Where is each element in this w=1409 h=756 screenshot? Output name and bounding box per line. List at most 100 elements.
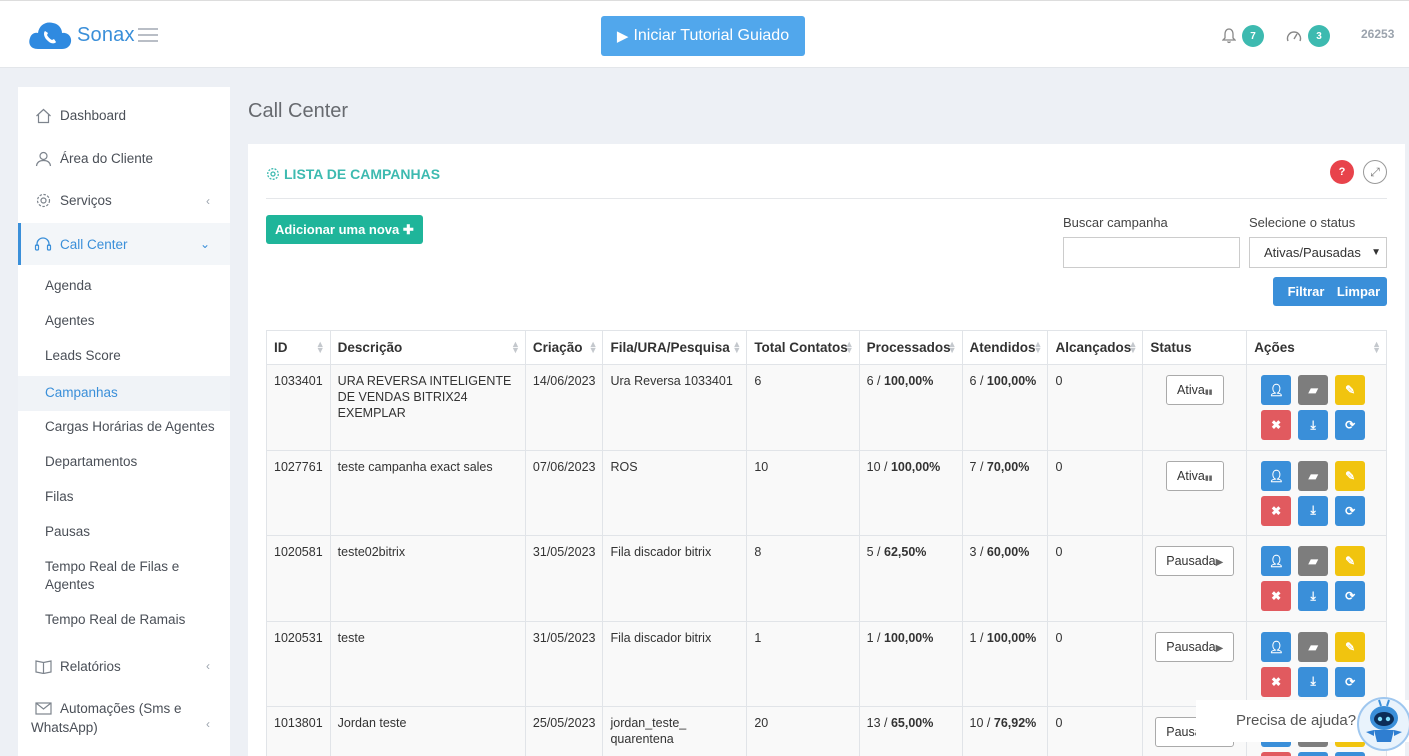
sidebar-item-services[interactable]: Serviços ‹: [18, 186, 230, 215]
sort-icon: ▲ ▼: [1033, 339, 1043, 355]
download-button[interactable]: ⤓: [1298, 495, 1329, 526]
agents-button[interactable]: 👤︎: [1261, 631, 1292, 662]
table-row: 1027761 teste campanha exact sales 07/06/2…: [266, 449, 1387, 536]
delete-button[interactable]: ✖: [1261, 666, 1292, 697]
column-header-description[interactable]: Descrição ▲ ▼: [329, 330, 526, 365]
menu-toggle-icon[interactable]: [138, 28, 158, 42]
filter-button[interactable]: Filtrar: [1273, 277, 1339, 306]
delete-button[interactable]: ✖: [1261, 410, 1292, 440]
status-toggle-button[interactable]: Ativa▮▮: [1166, 375, 1224, 405]
clear-contacts-button[interactable]: ▰: [1298, 631, 1329, 662]
agents-button[interactable]: 👤︎: [1261, 375, 1292, 405]
tasks-badge: 3: [1308, 25, 1330, 47]
column-header-queue[interactable]: Fila/URA/Pesquisa ▲ ▼: [602, 330, 748, 365]
sidebar-subitem-agentes[interactable]: Agentes: [45, 313, 95, 328]
agents-button[interactable]: 👤︎: [1261, 460, 1292, 491]
close-icon: ✖: [1271, 674, 1282, 689]
status-toggle-button[interactable]: Ativa▮▮: [1166, 460, 1224, 491]
status-toggle-button[interactable]: Pausada▶: [1155, 546, 1235, 576]
page-title: Call Center: [248, 100, 349, 122]
status-select[interactable]: Ativas/Pausadas ▼: [1249, 237, 1387, 268]
sidebar-subitem-filas[interactable]: Filas: [45, 489, 74, 504]
refresh-icon: ⟳: [1345, 589, 1356, 603]
download-button[interactable]: ⤓: [1298, 752, 1329, 756]
table-row: 1020531 teste 31/05/2023 Fila discador bitr…: [266, 620, 1387, 707]
sidebar-subitem-realtime-queues[interactable]: Tempo Real de Filas e Agentes: [45, 559, 180, 592]
edit-button[interactable]: ✎: [1335, 460, 1366, 491]
column-header-total-contacts[interactable]: Total Contatos ▲ ▼: [746, 330, 860, 365]
edit-button[interactable]: ✎: [1335, 375, 1366, 405]
edit-icon: ✎: [1345, 468, 1356, 483]
processed-percent: 62,50%: [884, 545, 927, 559]
sidebar-item-label: Dashboard: [60, 108, 127, 123]
agents-button[interactable]: 👤︎: [1261, 546, 1292, 576]
status-toggle-button[interactable]: Pausada▶: [1155, 631, 1235, 662]
cell-answered: 6 / 100,00%: [961, 364, 1049, 451]
download-button[interactable]: ⤓: [1298, 581, 1329, 611]
sidebar-item-client-area[interactable]: Área do Cliente: [18, 144, 230, 173]
edit-button[interactable]: ✎: [1335, 546, 1366, 576]
column-header-answered[interactable]: Atendidos ▲ ▼: [961, 330, 1049, 365]
cloud-logo-icon: [29, 22, 72, 49]
refresh-button[interactable]: ⟳: [1335, 666, 1366, 697]
sidebar-item-automations[interactable]: Automações (Sms e WhatsApp) ‹: [18, 699, 230, 739]
user-id[interactable]: 26253: [1361, 27, 1395, 41]
sidebar-subitem-cargas-horarias[interactable]: Cargas Horárias de Agentes: [45, 419, 215, 434]
table-row: 1020581 teste02bitrix 31/05/2023 Fila disca…: [266, 535, 1387, 622]
cell-total-contacts: 10: [746, 449, 860, 536]
download-button[interactable]: ⤓: [1298, 666, 1329, 697]
sonax-logo[interactable]: Sonax: [26, 15, 135, 55]
cell-reached: 0: [1047, 449, 1144, 536]
sidebar-subitem-agenda[interactable]: Agenda: [45, 278, 92, 293]
refresh-button[interactable]: ⟳: [1335, 495, 1366, 526]
help-icon[interactable]: ?: [1330, 160, 1354, 184]
campaigns-table: ID ▲ ▼ Descrição ▲ ▼ Criação ▲ ▼ Fila/URA/Pesq…: [266, 330, 1387, 756]
cell-reached: 0: [1047, 535, 1144, 622]
clear-contacts-button[interactable]: ▰: [1298, 546, 1329, 576]
chevron-down-icon: ▼: [1371, 247, 1381, 258]
column-header-creation[interactable]: Criação ▲ ▼: [524, 330, 604, 365]
refresh-button[interactable]: ⟳: [1335, 581, 1366, 611]
clear-button[interactable]: Limpar: [1330, 277, 1387, 306]
headset-icon: [34, 235, 52, 253]
edit-icon: ✎: [1345, 639, 1356, 654]
clear-contacts-button[interactable]: ▰: [1298, 460, 1329, 491]
download-button[interactable]: ⤓: [1298, 410, 1329, 440]
expand-icon[interactable]: ⤢: [1363, 160, 1387, 184]
tasks[interactable]: 3: [1286, 25, 1330, 47]
sidebar-item-dashboard[interactable]: Dashboard: [18, 101, 230, 130]
sidebar-subitem-leads-score[interactable]: Leads Score: [45, 348, 121, 363]
cell-queue: Fila discador bitrix: [602, 620, 748, 707]
play-icon: ▶: [1215, 557, 1224, 568]
cell-processed: 10 / 100,00%: [858, 449, 963, 536]
sidebar-subitem-pausas[interactable]: Pausas: [45, 524, 91, 539]
sidebar-subitem-departamentos[interactable]: Departamentos: [45, 454, 138, 469]
column-header-reached[interactable]: Alcançados ▲ ▼: [1047, 330, 1144, 365]
sidebar-subitem-realtime-extensions[interactable]: Tempo Real de Ramais: [45, 612, 186, 627]
column-header-processed[interactable]: Processados ▲ ▼: [858, 330, 963, 365]
delete-button[interactable]: ✖: [1261, 752, 1292, 756]
delete-button[interactable]: ✖: [1261, 495, 1292, 526]
sidebar: Dashboard Área do Cliente Serviços ‹ Cal…: [18, 87, 230, 756]
clear-contacts-button[interactable]: ▰: [1298, 375, 1329, 405]
refresh-button[interactable]: ⟳: [1335, 410, 1366, 440]
add-campaign-button[interactable]: Adicionar uma nova ✚: [266, 215, 423, 244]
sort-icon: ▲ ▼: [947, 339, 957, 355]
refresh-button[interactable]: ⟳: [1335, 752, 1366, 756]
sidebar-item-reports[interactable]: Relatórios ‹: [18, 653, 230, 679]
notifications[interactable]: 7: [1222, 25, 1264, 47]
sidebar-subitem-campanhas[interactable]: Campanhas: [18, 376, 230, 411]
answered-count: 3: [969, 545, 977, 559]
sort-icon: ▲ ▼: [588, 339, 598, 355]
delete-button[interactable]: ✖: [1261, 581, 1292, 611]
sidebar-item-call-center[interactable]: Call Center ⌄: [18, 223, 230, 265]
column-header-status[interactable]: Status: [1142, 330, 1248, 365]
cell-id: 1013801: [266, 706, 331, 756]
start-tutorial-button[interactable]: ▶ Iniciar Tutorial Guiado: [601, 16, 805, 56]
search-campaign-input[interactable]: [1063, 237, 1240, 268]
chat-robot-icon[interactable]: [1356, 694, 1409, 752]
column-header-actions[interactable]: Ações ▲ ▼: [1246, 330, 1387, 365]
column-header-id[interactable]: ID ▲ ▼: [266, 330, 331, 365]
edit-button[interactable]: ✎: [1335, 631, 1366, 662]
cell-queue: Ura Reversa 1033401: [602, 364, 748, 451]
